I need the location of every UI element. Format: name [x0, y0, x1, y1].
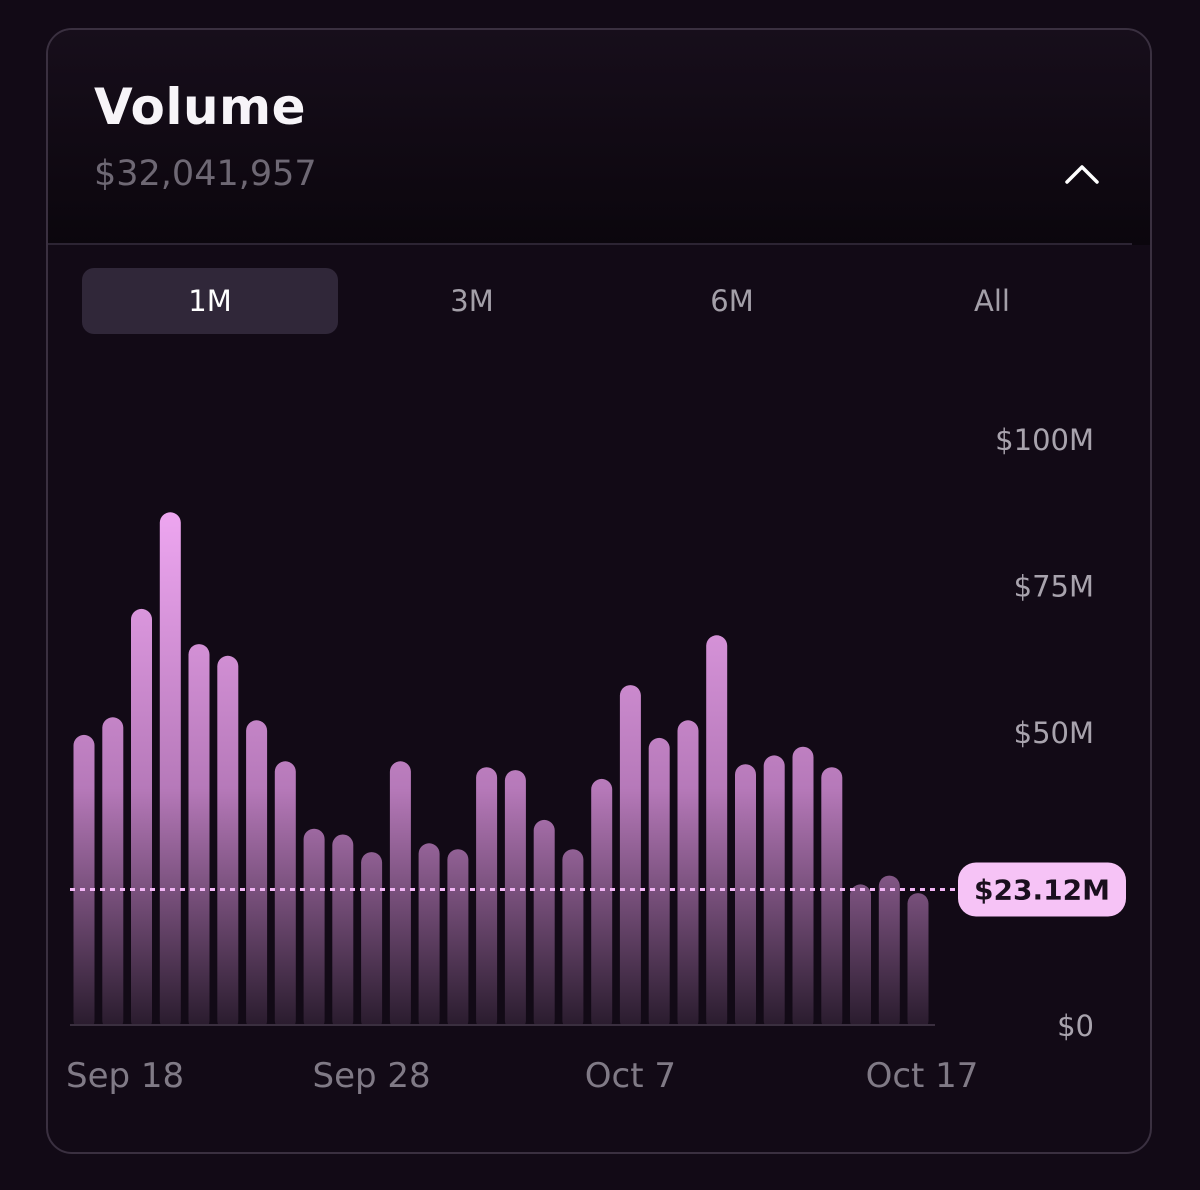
bar-sep-29 — [389, 761, 411, 1031]
bar-oct-4 — [533, 819, 555, 1031]
bar-oct-15 — [850, 884, 871, 1031]
y-tick-label: $50M — [1014, 716, 1094, 750]
bar-oct-9 — [677, 720, 699, 1031]
header-divider — [48, 243, 1132, 245]
bar-oct-8 — [648, 737, 670, 1031]
bar-oct-7 — [619, 685, 641, 1031]
bar-sep-19 — [102, 717, 124, 1031]
bar-sep-24 — [246, 720, 268, 1031]
average-badge — [958, 862, 1126, 917]
bar-sep-20 — [131, 608, 152, 1031]
bar-sep-21 — [159, 512, 181, 1032]
x-tick-label: Sep 28 — [313, 1056, 431, 1096]
tab-3m[interactable]: 3M — [450, 284, 494, 318]
bar-sep-28 — [361, 852, 383, 1031]
bar-oct-14 — [821, 767, 843, 1031]
x-tick-label: Oct 7 — [585, 1056, 676, 1096]
bar-oct-6 — [591, 778, 613, 1031]
bar-oct-11 — [735, 764, 756, 1031]
y-tick-label: $100M — [995, 423, 1094, 457]
tab-1m[interactable]: 1M — [82, 268, 338, 334]
bar-oct-2 — [476, 767, 498, 1031]
bar-sep-30 — [418, 843, 440, 1031]
tab-6m[interactable]: 6M — [710, 284, 754, 318]
bar-sep-26 — [303, 828, 325, 1031]
bar-sep-18 — [73, 734, 95, 1031]
bar-sep-23 — [217, 655, 239, 1031]
bar-oct-17 — [907, 893, 929, 1031]
bar-oct-5 — [562, 849, 584, 1031]
bar-oct-12 — [763, 755, 785, 1031]
time-range-tabs: 1M 3M 6M All — [82, 268, 1124, 334]
chevron-up-icon — [1065, 165, 1099, 184]
bar-sep-27 — [332, 834, 354, 1031]
x-tick-label: Oct 17 — [866, 1056, 979, 1096]
x-tick-label: Sep 18 — [66, 1056, 184, 1096]
card-header: Volume $32,041,957 — [48, 30, 1150, 245]
collapse-button[interactable] — [1054, 150, 1110, 198]
card-title: Volume — [94, 78, 307, 136]
bar-oct-3 — [504, 770, 526, 1031]
bar-oct-10 — [706, 635, 728, 1031]
total-volume-value: $32,041,957 — [94, 154, 317, 194]
bar-oct-1 — [447, 849, 469, 1031]
y-tick-label: $0 — [1057, 1009, 1094, 1043]
baseline-mask — [66, 1025, 939, 1037]
bar-sep-25 — [274, 761, 296, 1031]
bar-oct-16 — [878, 875, 900, 1031]
bar-sep-22 — [188, 644, 210, 1031]
average-badge-label: $23.12M — [974, 874, 1110, 907]
tab-all[interactable]: All — [974, 284, 1010, 318]
y-tick-label: $75M — [1014, 570, 1094, 604]
